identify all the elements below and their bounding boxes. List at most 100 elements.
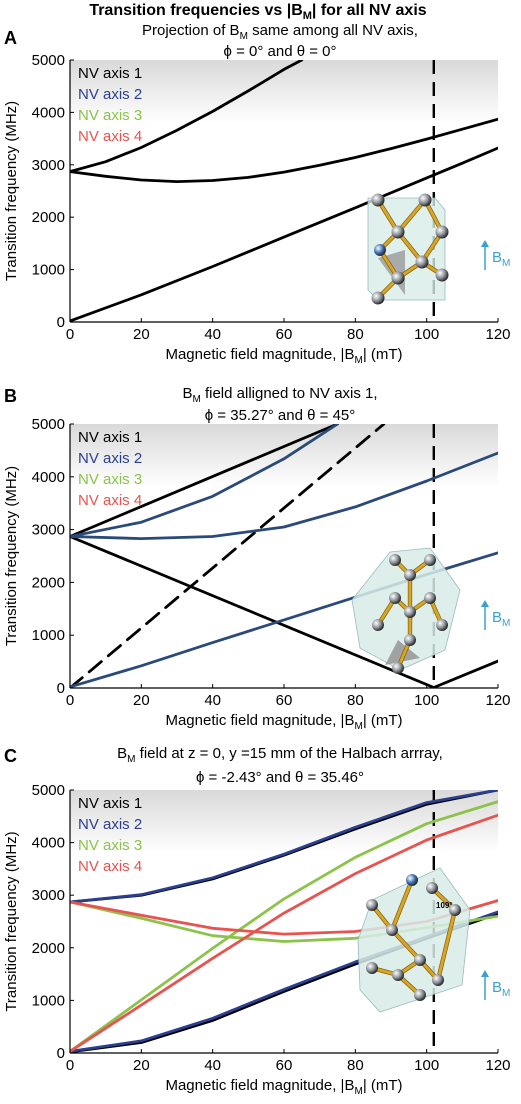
atom xyxy=(415,255,429,269)
panels: A Projection of BM same among all NV axis… xyxy=(3,22,511,1097)
x-tick-label: 0 xyxy=(66,326,74,343)
x-tick-label: 0 xyxy=(66,692,74,709)
atom xyxy=(432,974,444,986)
atom xyxy=(404,606,416,618)
x-axis-label-pre: Magnetic field magnitude, |B xyxy=(165,1077,354,1094)
bond xyxy=(436,908,457,982)
x-tick-label: 20 xyxy=(133,692,150,709)
x-axis-label-pre: Magnetic field magnitude, |B xyxy=(165,712,354,729)
y-tick-label: 2000 xyxy=(32,574,65,591)
legend-entry: NV axis 1 xyxy=(78,429,142,446)
y-tick-label: 0 xyxy=(57,314,65,331)
bm-label: BM xyxy=(492,979,510,999)
crystal-illustration xyxy=(351,547,461,674)
atom xyxy=(392,969,404,981)
legend-entry: NV axis 3 xyxy=(78,837,142,854)
panel-subtitle-1-sub: M xyxy=(127,754,135,765)
y-axis-label: Transition frequency (MHz) xyxy=(3,466,20,646)
x-tick-label: 0 xyxy=(66,1057,74,1074)
atom xyxy=(424,554,436,566)
panel-subtitle-1: BM field at z = 0, y =15 mm of the Halba… xyxy=(117,745,443,765)
panel-subtitle-1-post: field at z = 0, y =15 mm of the Halbach … xyxy=(135,745,442,762)
figure-title-sub: M xyxy=(303,10,312,22)
series-line-nv-axis-2-2 xyxy=(70,790,498,904)
bm-label-sub: M xyxy=(502,618,510,629)
panel-subtitle-1-post: field alligned to NV axis 1, xyxy=(201,385,378,402)
atom xyxy=(414,954,426,966)
panel-subtitle-1: BM field alligned to NV axis 1, xyxy=(182,385,377,405)
atom xyxy=(404,569,416,581)
panel-subtitle-1-pre: B xyxy=(117,745,127,762)
series-line-nv-axis-1-2 xyxy=(70,146,498,322)
legend-entry: NV axis 4 xyxy=(78,492,142,509)
y-tick-label: 4000 xyxy=(32,835,65,852)
legend-entry: NV axis 4 xyxy=(78,858,142,875)
x-tick-label: 120 xyxy=(485,1057,510,1074)
crystal-illustration xyxy=(367,193,449,305)
y-axis-label: Transition frequency (MHz) xyxy=(3,101,20,281)
y-axis-label: Transition frequency (MHz) xyxy=(3,831,20,1011)
x-axis-label: Magnetic field magnitude, |BM| (mT) xyxy=(165,712,402,732)
x-tick-label: 120 xyxy=(485,692,510,709)
angle-annotation: 109° xyxy=(436,901,453,910)
bond xyxy=(390,928,422,962)
legend-entry: NV axis 2 xyxy=(78,86,142,103)
x-axis-label-post: | (mT) xyxy=(363,712,403,729)
panel-subtitle-1-pre: B xyxy=(182,385,192,402)
figure-title: Transition frequencies vs |BM| for all N… xyxy=(89,2,426,22)
panel-subtitle-2: ϕ = 0° and θ = 0° xyxy=(224,43,337,60)
atom xyxy=(391,271,405,285)
series-group xyxy=(70,60,498,322)
panel-subtitle-1-post: same among all NV axis, xyxy=(248,22,418,39)
y-tick-label: 1000 xyxy=(32,627,65,644)
atom xyxy=(389,592,401,604)
bm-arrow-head xyxy=(481,970,489,977)
bm-label-main: B xyxy=(492,979,502,996)
x-tick-label: 60 xyxy=(276,1057,293,1074)
legend-entry: NV axis 2 xyxy=(78,816,142,833)
series-line-nv-axis-1-1 xyxy=(70,117,498,183)
legend-entry: NV axis 1 xyxy=(78,65,142,82)
panel-letter: C xyxy=(4,746,17,766)
y-tick-label: 2000 xyxy=(32,209,65,226)
x-axis-label-sub: M xyxy=(354,721,362,732)
atom xyxy=(424,592,436,604)
series-line-curve-2 xyxy=(70,424,386,688)
crystal-illustration: 109° xyxy=(357,867,471,1013)
bm-label-sub: M xyxy=(502,258,510,269)
y-tick-label: 1000 xyxy=(32,992,65,1009)
x-axis-label: Magnetic field magnitude, |BM| (mT) xyxy=(165,346,402,366)
x-axis-label: Magnetic field magnitude, |BM| (mT) xyxy=(165,1077,402,1097)
atom xyxy=(449,904,461,916)
atom xyxy=(366,962,378,974)
series-line-nv-axis-3-5 xyxy=(70,800,498,1053)
x-tick-label: 100 xyxy=(414,326,439,343)
atom xyxy=(435,225,449,239)
legend-entry: NV axis 1 xyxy=(78,795,142,812)
y-tick-label: 4000 xyxy=(32,104,65,121)
panel-C: C BM field at z = 0, y =15 mm of the Halb… xyxy=(3,745,511,1097)
x-axis-label-pre: Magnetic field magnitude, |B xyxy=(165,346,354,363)
series-line-nv-axis-1-0 xyxy=(70,424,339,538)
atom xyxy=(389,554,401,566)
y-tick-label: 5000 xyxy=(32,416,65,433)
y-tick-label: 1000 xyxy=(32,262,65,279)
x-tick-label: 20 xyxy=(133,1057,150,1074)
legend-band xyxy=(70,790,498,854)
y-tick-label: 2000 xyxy=(32,940,65,957)
series-line-curve-3 xyxy=(70,424,339,538)
panel-A: A Projection of BM same among all NV axis… xyxy=(3,22,511,366)
panel-subtitle-1: Projection of BM same among all NV axis, xyxy=(142,22,418,42)
atom xyxy=(418,193,432,207)
figure-title-pre: Transition frequencies vs |B xyxy=(89,2,302,19)
atom xyxy=(374,244,386,256)
x-tick-label: 40 xyxy=(204,326,221,343)
x-tick-label: 60 xyxy=(276,692,293,709)
x-tick-label: 40 xyxy=(204,1057,221,1074)
atom xyxy=(386,924,398,936)
x-tick-label: 20 xyxy=(133,326,150,343)
panel-letter: A xyxy=(4,28,17,48)
x-axis-label-sub: M xyxy=(354,1086,362,1097)
bm-label-main: B xyxy=(492,249,502,266)
